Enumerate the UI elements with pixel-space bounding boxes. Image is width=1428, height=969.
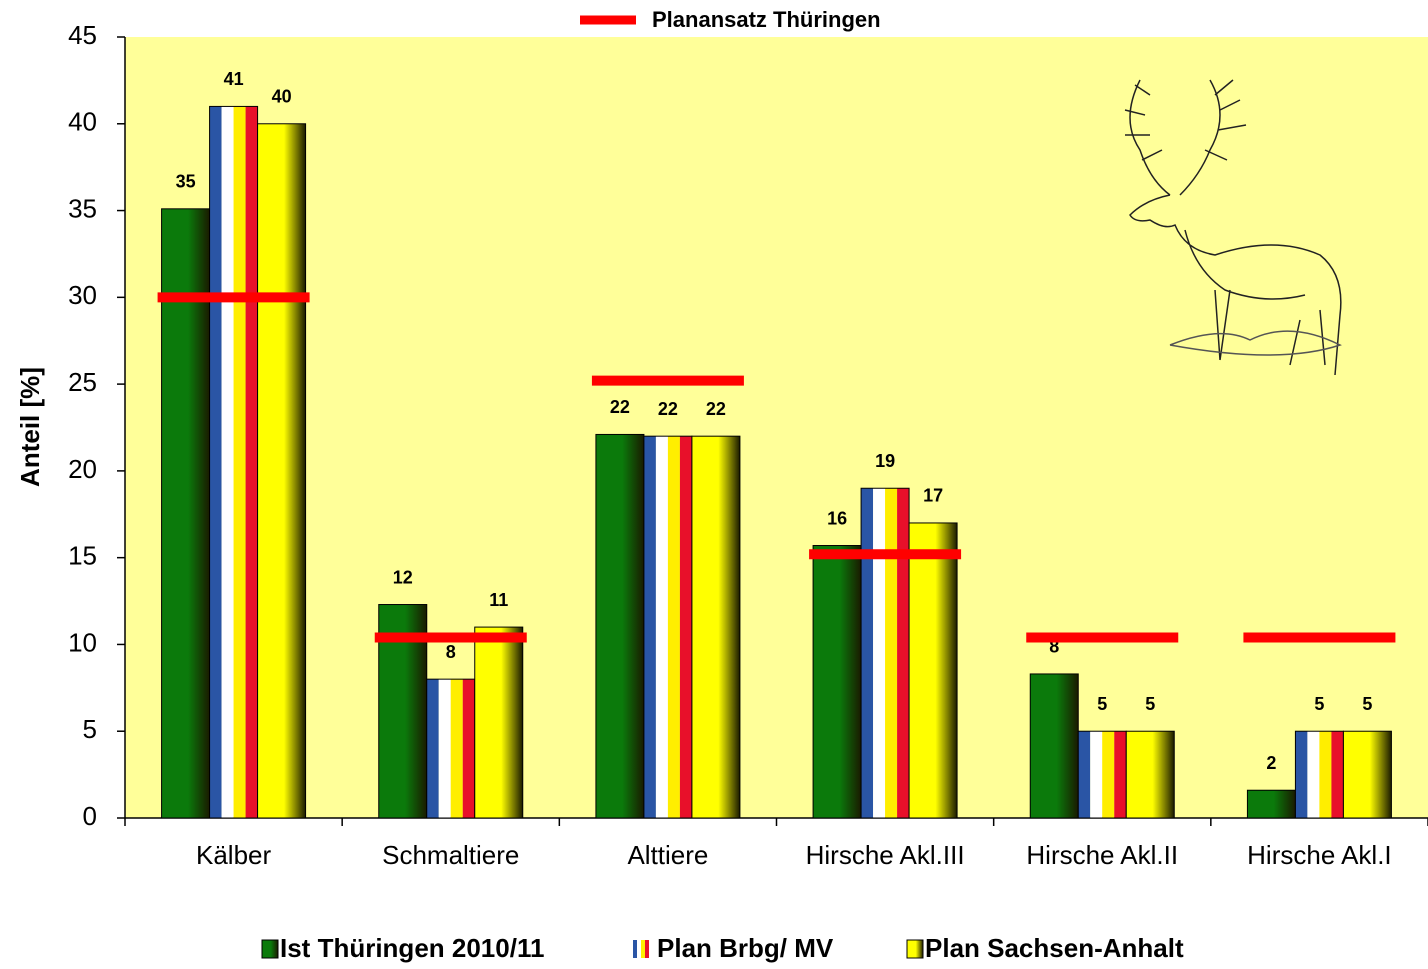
bar-stripe [222, 106, 234, 818]
bar-stripe [885, 488, 897, 818]
value-label: 2 [1266, 753, 1276, 773]
bar-stripe [1307, 731, 1319, 818]
legend-label: Plan Brbg/ MV [657, 933, 834, 963]
bar [427, 679, 475, 818]
y-axis-label: Anteil [%] [15, 367, 45, 487]
bar-stripe [246, 106, 258, 818]
value-label: 17 [923, 486, 943, 506]
value-label: 41 [224, 69, 244, 89]
value-label: 11 [489, 590, 508, 610]
value-label: 5 [1145, 694, 1155, 714]
bar-stripe [656, 436, 668, 818]
value-label: 35 [176, 172, 196, 192]
y-tick-label: 20 [68, 454, 97, 484]
bar-stripe [439, 679, 451, 818]
x-tick-label: Alttiere [627, 840, 708, 870]
bar-stripe [1319, 731, 1331, 818]
bar [596, 434, 644, 818]
y-tick-label: 30 [68, 280, 97, 310]
bar [1247, 790, 1295, 818]
bar [210, 106, 258, 818]
bar-stripe [1295, 731, 1307, 818]
bar-stripe [463, 679, 475, 818]
bar-stripe [897, 488, 909, 818]
y-tick-label: 15 [68, 541, 97, 571]
bar [1343, 731, 1391, 818]
x-tick-label: Hirsche Akl.III [806, 840, 965, 870]
legend-label: Plan Sachsen-Anhalt [925, 933, 1184, 963]
x-tick-label: Hirsche Akl.II [1026, 840, 1178, 870]
y-tick-label: 10 [68, 627, 97, 657]
legend-swatch [633, 940, 637, 958]
legend-swatch [907, 940, 923, 958]
bar-stripe [680, 436, 692, 818]
bar-stripe [1090, 731, 1102, 818]
y-tick-label: 45 [68, 20, 97, 50]
value-label: 22 [610, 397, 630, 417]
legend-label: Planansatz Thüringen [652, 7, 881, 32]
value-label: 8 [446, 642, 456, 662]
bar [1295, 731, 1343, 818]
x-tick-label: Hirsche Akl.I [1247, 840, 1392, 870]
value-label: 22 [658, 399, 678, 419]
y-tick-label: 35 [68, 193, 97, 223]
value-label: 16 [827, 508, 847, 528]
x-tick-label: Schmaltiere [382, 840, 519, 870]
y-tick-label: 0 [83, 801, 97, 831]
bar-stripe [234, 106, 246, 818]
bar [258, 124, 306, 818]
bar [1078, 731, 1126, 818]
bar-stripe [1102, 731, 1114, 818]
bar-stripe [451, 679, 463, 818]
y-tick-label: 25 [68, 367, 97, 397]
bar [1030, 674, 1078, 818]
value-label: 19 [875, 451, 895, 471]
bar [861, 488, 909, 818]
y-tick-label: 40 [68, 107, 97, 137]
bar [1126, 731, 1174, 818]
bar-stripe [1331, 731, 1343, 818]
bar-stripe [1114, 731, 1126, 818]
bar-stripe [873, 488, 885, 818]
bar-stripe [1078, 731, 1090, 818]
chart: Anteil [%] 051015202530354045KälberSchma… [0, 0, 1428, 969]
legend-label: Ist Thüringen 2010/11 [280, 933, 544, 963]
value-label: 40 [272, 87, 292, 107]
bar-stripe [210, 106, 222, 818]
bar [644, 436, 692, 818]
bar [475, 627, 523, 818]
legend-swatch [262, 940, 278, 958]
legend-swatch [637, 940, 641, 958]
bar-stripe [668, 436, 680, 818]
value-label: 5 [1362, 694, 1372, 714]
legend-swatch [641, 940, 645, 958]
value-label: 5 [1314, 694, 1324, 714]
legend-swatch [645, 940, 649, 958]
value-label: 22 [706, 399, 726, 419]
bar-stripe [861, 488, 873, 818]
bar-stripe [427, 679, 439, 818]
bar-stripe [644, 436, 656, 818]
bar [909, 523, 957, 818]
plot-area [125, 37, 1428, 818]
bar [813, 546, 861, 818]
bar [692, 436, 740, 818]
value-label: 5 [1097, 694, 1107, 714]
x-tick-label: Kälber [196, 840, 271, 870]
value-label: 12 [393, 567, 413, 587]
y-tick-label: 5 [83, 714, 97, 744]
